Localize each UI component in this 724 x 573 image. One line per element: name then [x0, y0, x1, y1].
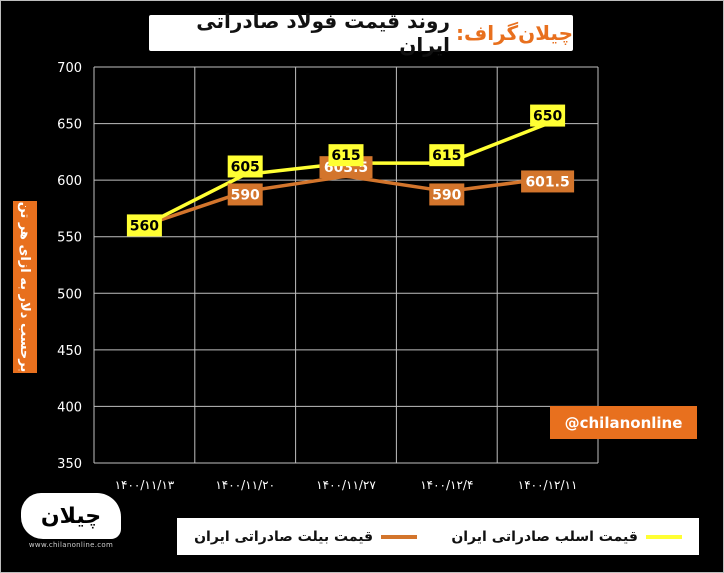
legend: قیمت بیلت صادراتی ایران قیمت اسلب صادرات…: [177, 518, 699, 555]
social-handle-badge: @chilanonline: [550, 406, 697, 439]
y-tick-label: 650: [57, 118, 82, 133]
y-tick-label: 600: [57, 174, 82, 189]
y-tick-label: 400: [57, 400, 82, 415]
data-label-slab: 615: [432, 148, 461, 164]
legend-item-billet: قیمت بیلت صادراتی ایران: [194, 528, 418, 545]
title-brand: چیلان‌گراف:: [456, 21, 573, 45]
data-label-slab-box: [429, 144, 465, 167]
data-label-slab: 650: [533, 109, 562, 125]
y-tick-label: 500: [57, 287, 82, 302]
logo-mark: چیلان: [21, 493, 121, 539]
x-tick-label: ۱۴۰۰/۱۲/۴: [420, 478, 473, 492]
x-tick-label: ۱۴۰۰/۱۲/۱۱: [518, 478, 578, 492]
y-axis-label: برحسب دلار به ازای هر تن: [17, 201, 33, 373]
logo-url: www.chilanonline.com: [28, 541, 114, 549]
legend-swatch-slab: [645, 534, 682, 539]
data-label-slab: 615: [331, 148, 360, 164]
data-label-slab: 605: [231, 159, 260, 175]
legend-label-slab: قیمت اسلب صادراتی ایران: [451, 528, 638, 545]
y-axis-label-box: [13, 201, 37, 373]
data-label-billet-box: [429, 183, 465, 206]
data-label-slab-box: [227, 155, 263, 178]
y-tick-label: 700: [57, 61, 82, 76]
series-line-billet: [143, 174, 548, 228]
data-label-slab: 560: [130, 218, 159, 234]
legend-item-slab: قیمت اسلب صادراتی ایران: [451, 529, 682, 545]
legend-label-billet: قیمت بیلت صادراتی ایران: [194, 528, 374, 545]
data-label-slab-box: [328, 144, 364, 167]
y-tick-label: 450: [57, 344, 82, 359]
x-tick-label: ۱۴۰۰/۱۱/۲۷: [316, 478, 376, 492]
data-label-billet: 601.5: [525, 174, 569, 190]
brand-logo: چیلان www.chilanonline.com: [15, 493, 127, 553]
x-tick-label: ۱۴۰۰/۱۱/۲۰: [215, 478, 275, 492]
data-label-billet-box: [227, 183, 263, 206]
y-tick-label: 350: [57, 457, 82, 472]
x-tick-label: ۱۴۰۰/۱۱/۱۳: [115, 478, 175, 492]
title-text: روند قیمت فولاد صادراتی ایران: [196, 9, 450, 57]
y-tick-label: 550: [57, 231, 82, 246]
data-label-billet: 590: [231, 187, 260, 203]
chart-title: چیلان‌گراف: روند قیمت فولاد صادراتی ایرا…: [149, 9, 573, 57]
data-label-slab-box: [126, 214, 162, 237]
legend-swatch-billet: [381, 534, 418, 539]
data-label-billet-box: [521, 170, 575, 193]
data-label-slab-box: [530, 104, 566, 127]
data-label-billet: 590: [432, 187, 461, 203]
